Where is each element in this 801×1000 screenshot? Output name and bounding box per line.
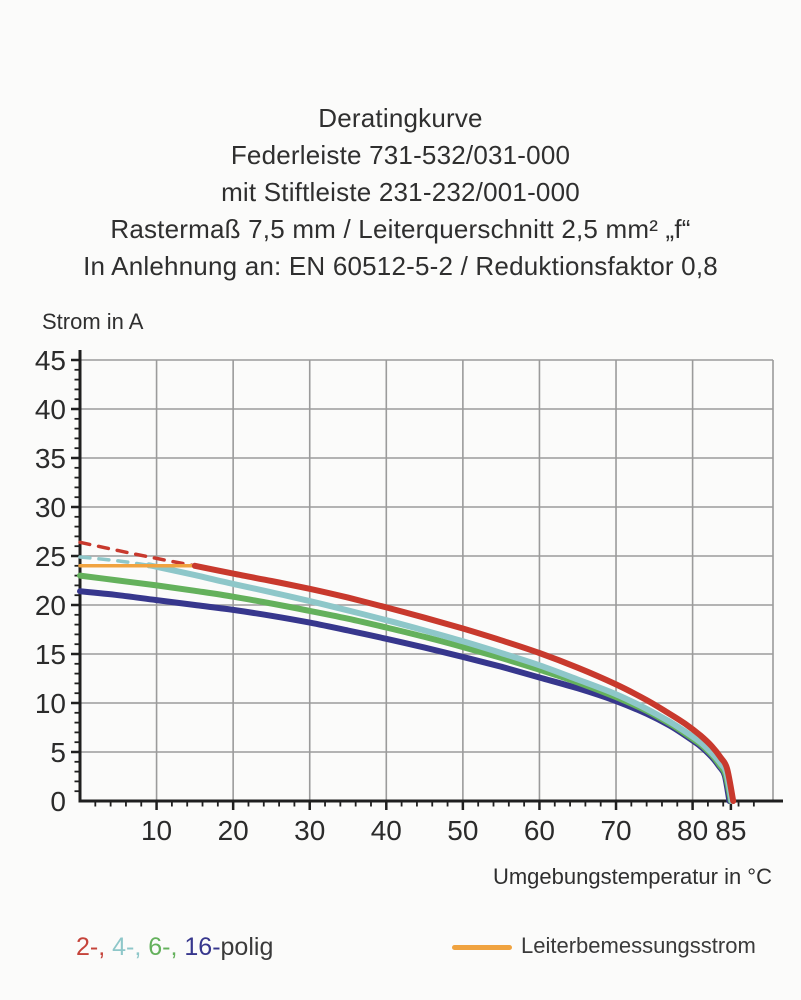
legend-rated-current-label: Leiterbemessungsstrom <box>521 933 756 958</box>
svg-text:20: 20 <box>35 590 66 621</box>
svg-text:40: 40 <box>371 815 402 846</box>
svg-text:35: 35 <box>35 443 66 474</box>
svg-text:5: 5 <box>50 737 66 768</box>
svg-text:45: 45 <box>35 345 66 376</box>
y-axis-title: Strom in A <box>42 309 144 334</box>
title-line-3: mit Stiftleiste 231-232/001-000 <box>221 177 580 207</box>
title-line-2: Federleiste 731-532/031-000 <box>230 140 571 170</box>
svg-text:20: 20 <box>218 815 249 846</box>
svg-text:70: 70 <box>600 815 631 846</box>
rated-current-line-icon <box>452 944 512 950</box>
legend-pole-part: 16- <box>177 933 221 961</box>
legend-pole-part: 4-, <box>105 933 142 961</box>
svg-text:30: 30 <box>35 492 66 523</box>
legend-pole-counts: 2-, 4-, 6-, 16-polig <box>76 933 273 962</box>
chart-title-block: Deratingkurve Federleiste 731-532/031-00… <box>0 100 801 285</box>
svg-text:60: 60 <box>524 815 555 846</box>
svg-text:50: 50 <box>447 815 478 846</box>
svg-text:10: 10 <box>141 815 172 846</box>
svg-text:40: 40 <box>35 394 66 425</box>
svg-text:85: 85 <box>715 815 746 846</box>
series-2-polig <box>191 562 737 804</box>
legend-pole-part: 6-, <box>141 933 178 961</box>
title-line-1: Deratingkurve <box>318 103 483 133</box>
title-line-4: Rastermaß 7,5 mm / Leiterquerschnitt 2,5… <box>110 214 691 244</box>
legend-rated-current: Leiterbemessungsstrom <box>452 933 756 959</box>
svg-text:25: 25 <box>35 541 66 572</box>
title-line-5: In Anlehnung an: EN 60512-5-2 / Reduktio… <box>83 251 718 281</box>
svg-text:15: 15 <box>35 639 66 670</box>
series-4-polig <box>145 562 735 804</box>
legend-pole-part: 2-, <box>76 933 106 961</box>
derating-line-chart: 0 5 10 15 20 25 30 35 40 45 10 20 30 40 50 60 70 80 85 <box>35 345 783 846</box>
svg-text:30: 30 <box>294 815 325 846</box>
svg-text:80: 80 <box>677 815 708 846</box>
series-2-polig-theoretisch-gestrichelt- <box>78 540 197 568</box>
chart-legend: 2-, 4-, 6-, 16-polig Leiterbemessungsstr… <box>0 933 801 967</box>
x-axis-title: Umgebungstemperatur in °C <box>492 864 772 889</box>
legend-pole-part: polig <box>220 933 274 961</box>
svg-text:0: 0 <box>50 786 66 817</box>
svg-text:10: 10 <box>35 688 66 719</box>
